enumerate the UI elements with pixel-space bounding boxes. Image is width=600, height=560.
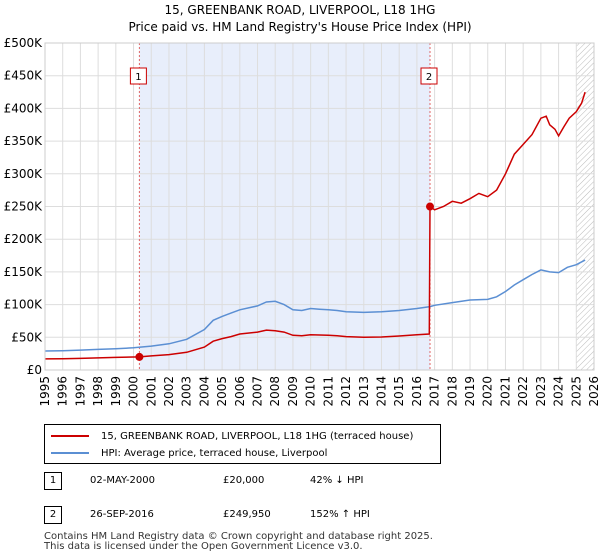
x-tick-label: 2020 — [481, 376, 495, 407]
x-tick-label: 2001 — [144, 376, 158, 407]
sale-marker: 2 — [44, 506, 62, 524]
x-tick-label: 2005 — [215, 376, 229, 407]
x-tick-label: 2023 — [534, 376, 548, 407]
y-tick-label: £50K — [11, 330, 43, 344]
sale-date: 26-SEP-2016 — [90, 509, 154, 520]
property-series-line — [44, 91, 586, 360]
x-tick-label: 2006 — [233, 376, 247, 407]
x-tick-label: 2018 — [445, 376, 459, 407]
y-tick-label: £500K — [4, 36, 44, 50]
x-tick-label: 2003 — [180, 376, 194, 407]
legend-item-hpi: HPI: Average price, terraced house, Live… — [51, 445, 327, 461]
x-tick-label: 2013 — [357, 376, 371, 407]
y-tick-label: £150K — [4, 265, 44, 279]
legend-item-property: 15, GREENBANK ROAD, LIVERPOOL, L18 1HG (… — [51, 428, 413, 444]
annotation-label: 1 — [135, 72, 141, 83]
y-tick-label: £300K — [4, 167, 44, 181]
plot-frame — [44, 42, 595, 371]
x-tick-label: 2012 — [339, 376, 353, 407]
chart-title: 15, GREENBANK ROAD, LIVERPOOL, L18 1HG — [165, 3, 436, 17]
legend-swatch-hpi — [51, 452, 89, 454]
x-tick-label: 2019 — [463, 376, 477, 407]
y-tick-label: £350K — [4, 134, 44, 148]
legend-label-hpi: HPI: Average price, terraced house, Live… — [101, 447, 328, 459]
x-tick-label: 2017 — [428, 376, 442, 407]
price-chart: 15, GREENBANK ROAD, LIVERPOOL, L18 1HG P… — [4, 3, 600, 407]
sale-point — [135, 352, 144, 361]
legend-swatch-property — [51, 435, 89, 437]
x-tick-label: 1997 — [73, 376, 87, 407]
sale-point — [426, 202, 435, 211]
annotation-box — [129, 67, 147, 85]
x-tick-label: 2010 — [304, 376, 318, 407]
x-tick-label: 2016 — [410, 376, 424, 407]
x-tick-label: 2007 — [251, 376, 265, 407]
sale-hpi-diff: 152% ↑ HPI — [310, 509, 370, 520]
x-tick-label: 2000 — [127, 376, 141, 407]
legend-label-property: 15, GREENBANK ROAD, LIVERPOOL, L18 1HG (… — [101, 430, 414, 442]
x-tick-label: 2009 — [286, 376, 300, 407]
x-tick-label: 2021 — [498, 376, 512, 407]
plot-area: £0 £50K £100K £150K £200K £250K £300K £350K £400… — [4, 36, 600, 407]
y-tick-label: £0 — [27, 363, 42, 377]
y-tick-label: £400K — [4, 101, 44, 115]
footer: Contains HM Land Registry data © Crown c… — [44, 532, 433, 552]
sale-price: £20,000 — [223, 475, 265, 486]
chart-subtitle: Price paid vs. HM Land Registry's House … — [128, 20, 471, 34]
x-tick-label: 1995 — [38, 376, 52, 407]
y-tick-label: £100K — [4, 298, 44, 312]
x-tick-label: 1998 — [91, 376, 105, 407]
footer-licence: This data is licensed under the Open Gov… — [44, 541, 363, 552]
x-tick-label: 2002 — [162, 376, 176, 407]
x-tick-label: 2025 — [569, 376, 583, 407]
sale-hpi-diff: 42% ↓ HPI — [310, 475, 364, 486]
x-tick-label: 2026 — [587, 376, 600, 407]
x-tick-label: 2008 — [268, 376, 282, 407]
x-tick-label: 2024 — [552, 376, 566, 407]
x-tick-label: 2022 — [516, 376, 530, 407]
sale-marker: 1 — [44, 472, 62, 490]
y-tick-label: £450K — [4, 69, 44, 83]
sale-date: 02-MAY-2000 — [90, 475, 156, 486]
x-tick-label: 2004 — [197, 376, 211, 407]
x-tick-label: 1996 — [56, 376, 70, 407]
hpi-series-line — [44, 259, 586, 352]
sale-price: £249,950 — [223, 509, 271, 520]
x-tick-label: 2015 — [392, 376, 406, 407]
footer-copyright: Contains HM Land Registry data © Crown c… — [44, 531, 433, 542]
x-tick-label: 1999 — [109, 376, 123, 407]
x-tick-label: 2011 — [321, 376, 335, 407]
annotation-label: 2 — [426, 72, 432, 83]
y-tick-label: £250K — [4, 200, 44, 214]
legend: 15, GREENBANK ROAD, LIVERPOOL, L18 1HG (… — [44, 424, 441, 464]
y-tick-label: £200K — [4, 232, 44, 246]
annotation-box — [420, 67, 438, 85]
x-tick-label: 2014 — [374, 376, 388, 407]
